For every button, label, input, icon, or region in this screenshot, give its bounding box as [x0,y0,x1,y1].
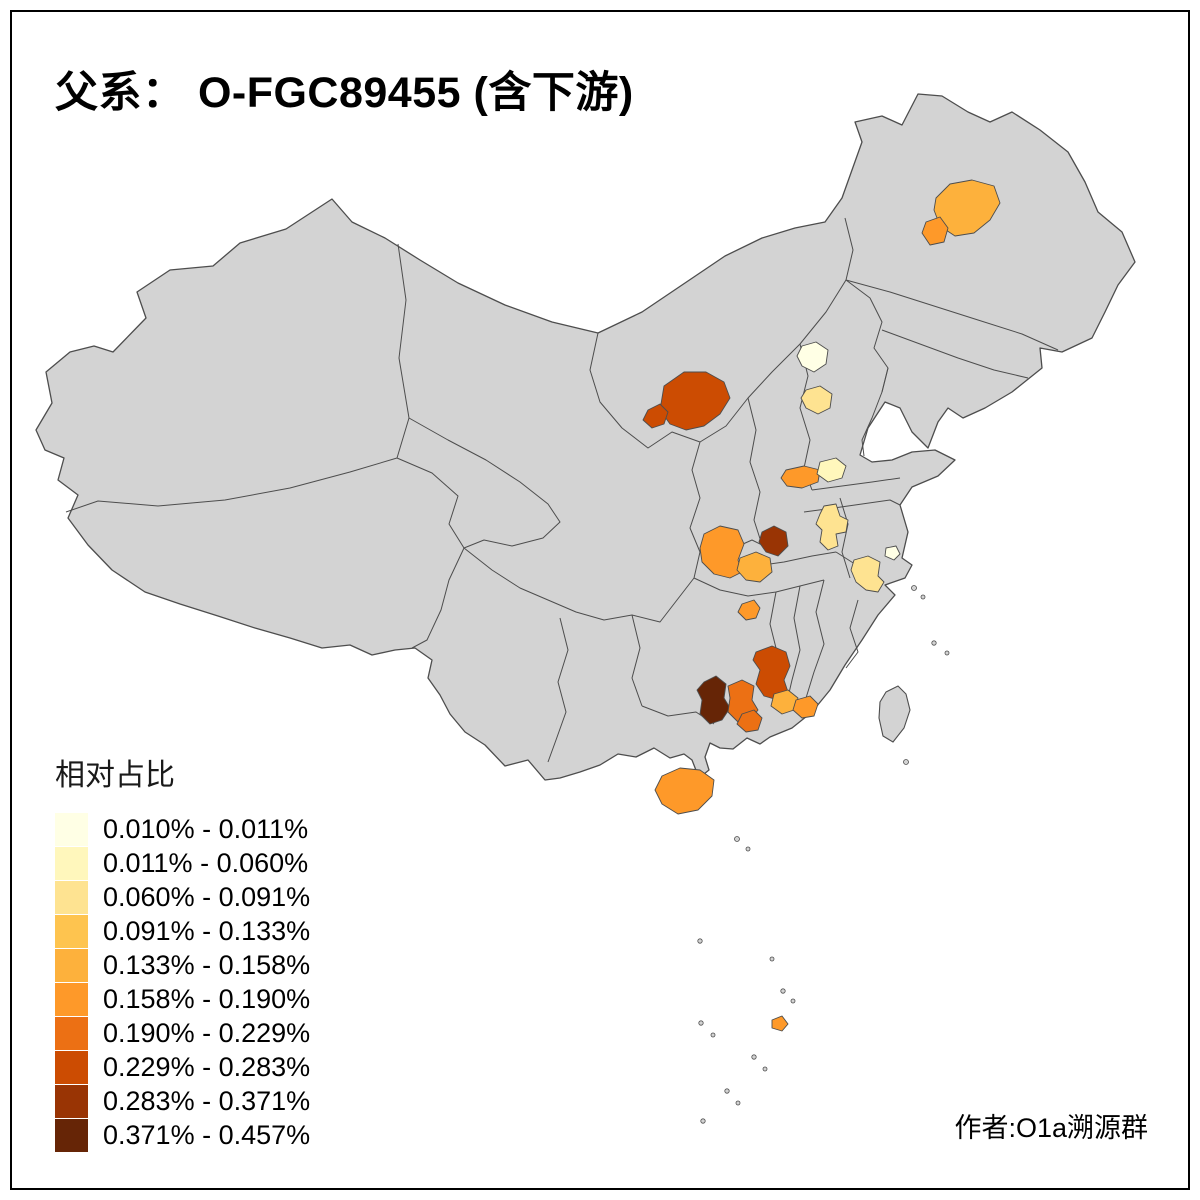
legend-range-label: 0.011% - 0.060% [103,847,309,878]
legend-item: 0.190% - 0.229% [55,1016,310,1050]
highlight-layer [642,179,1001,1032]
map-region-patch [884,545,901,561]
legend-range-label: 0.371% - 0.457% [103,1119,311,1150]
island [944,650,950,656]
legend-swatch [55,1016,88,1050]
map-region-patch [737,599,761,621]
map-region-patch [696,675,731,725]
legend-item: 0.229% - 0.283% [55,1050,310,1084]
province-boundary [408,417,561,549]
province-boundary [861,367,889,457]
map-region-patch [736,709,763,733]
map-region-patch [659,371,731,431]
legend-swatch [55,880,88,914]
map-region-patch [780,465,821,489]
legend-item: 0.158% - 0.190% [55,982,310,1016]
legend-item: 0.010% - 0.011% [55,812,310,846]
legend-range-label: 0.283% - 0.371% [103,1085,311,1116]
attribution-text: 作者:O1a溯源群 [954,1113,1148,1143]
province-boundary [811,477,901,491]
legend-items: 0.010% - 0.011% 0.011% - 0.060% 0.060% -… [55,812,310,1152]
map-root [35,93,1136,1124]
province-boundary-layer [65,217,1059,763]
map-region-patch [816,457,847,483]
map-region-patch [792,695,819,719]
map-region-patch [815,503,849,551]
legend-swatch [55,948,88,982]
island [790,998,796,1004]
legend-item: 0.371% - 0.457% [55,1118,310,1152]
legend-range-label: 0.229% - 0.283% [103,1051,311,1082]
island [903,759,909,765]
island [931,640,937,646]
legend-swatch [55,982,88,1016]
map-region-patch [921,216,949,246]
legend-swatch [55,812,88,846]
province-boundary [845,279,1059,351]
taiwan-island [878,685,911,743]
china-mainland [35,93,1136,781]
legend-item: 0.011% - 0.060% [55,846,310,880]
map-region-patch [800,385,833,415]
legend-range-label: 0.060% - 0.091% [103,881,311,912]
legend-swatch [55,1118,88,1152]
island [700,1118,706,1124]
island [734,836,740,842]
island [780,988,786,994]
island [751,1054,757,1060]
legend-range-label: 0.010% - 0.011% [103,813,309,844]
legend-item: 0.283% - 0.371% [55,1084,310,1118]
island [769,956,775,962]
province-boundary [693,577,825,597]
legend-swatch [55,846,88,880]
map-region-patch-hainan [654,767,715,815]
province-boundary [589,217,854,449]
province-boundary [881,329,1029,379]
legend-range-label: 0.158% - 0.190% [103,983,311,1014]
legend-range-label: 0.133% - 0.158% [103,949,311,980]
province-boundary [689,441,701,579]
island [762,1066,768,1072]
province-boundary [785,585,801,707]
legend-range-label: 0.091% - 0.133% [103,915,311,946]
legend-swatch [55,914,88,948]
island [745,846,751,852]
map-region-patch [796,341,829,373]
land-layer [35,93,1136,1124]
map-region-patch [850,555,885,593]
map-region-patch [771,1015,789,1032]
legend-range-label: 0.190% - 0.229% [103,1017,311,1048]
province-boundary [463,547,695,623]
island [724,1088,730,1094]
island [710,1032,716,1038]
island [697,938,703,944]
figure-title: 父系： O-FGC89455 (含下游) [55,69,634,117]
legend-item: 0.091% - 0.133% [55,914,310,948]
province-boundary [631,614,643,707]
province-boundary [839,497,851,579]
island [735,1100,741,1106]
island [920,594,926,600]
map-region-patch [736,551,773,583]
legend-title: 相对占比 [55,759,175,792]
province-boundary [65,243,410,513]
island [698,1020,704,1026]
map-region-patch [642,403,669,429]
province-boundary [805,579,825,699]
legend-item: 0.133% - 0.158% [55,948,310,982]
island [911,585,917,591]
legend-swatch [55,1084,88,1118]
legend-item: 0.060% - 0.091% [55,880,310,914]
province-boundary [547,617,569,763]
legend: 相对占比 0.010% - 0.011% 0.011% - 0.060% 0.0… [55,750,310,1152]
province-boundary [845,599,859,669]
province-boundary [747,397,763,546]
map-region-patch [758,525,789,557]
legend-swatch [55,1050,88,1084]
